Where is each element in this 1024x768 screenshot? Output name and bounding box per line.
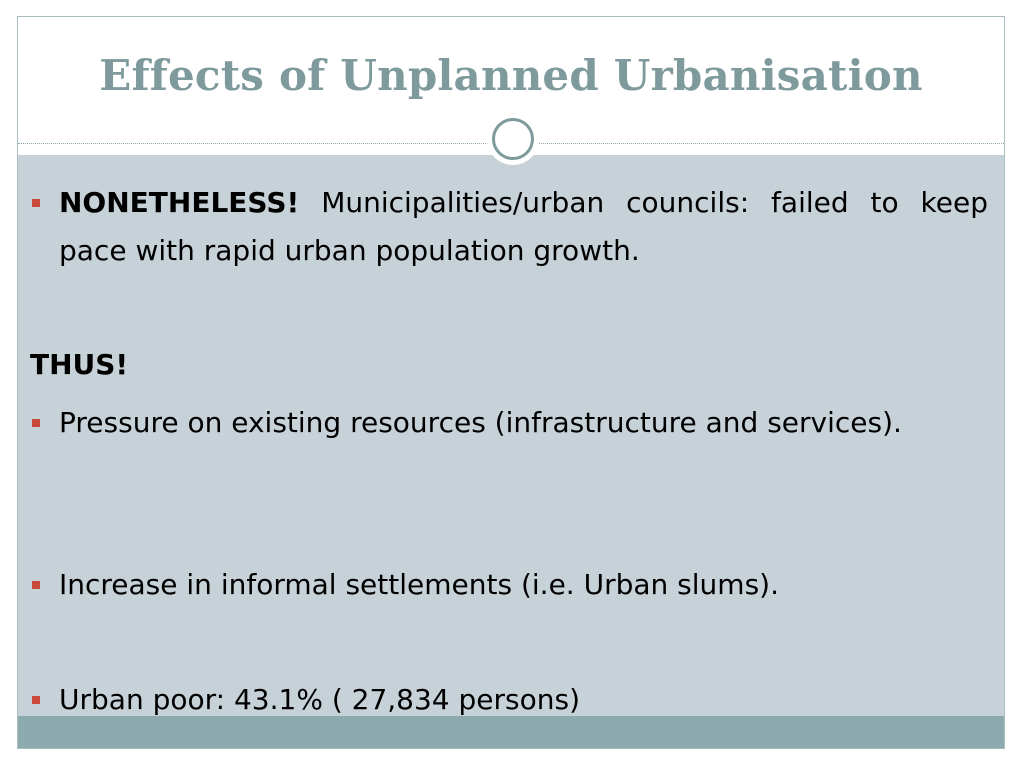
- footer-bar: [18, 716, 1004, 748]
- bullet-item-nonetheless: NONETHELESS! Municipalities/urban counci…: [30, 179, 988, 275]
- square-bullet-icon: [32, 581, 40, 589]
- bullet-item-urban-poor: Urban poor: 43.1% ( 27,834 persons): [30, 676, 988, 724]
- bullet-item-informal-settlements: Increase in informal settlements (i.e. U…: [30, 561, 988, 609]
- slide-title: Effects of Unplanned Urbanisation: [99, 51, 923, 100]
- square-bullet-icon: [32, 696, 40, 704]
- square-bullet-icon: [32, 199, 40, 207]
- ring-icon: [492, 118, 534, 160]
- slide-frame: Effects of Unplanned Urbanisation NONETH…: [17, 16, 1005, 749]
- bullet-text: Municipalities/urban councils: failed to…: [59, 186, 988, 267]
- bullet-text: Urban poor: 43.1% ( 27,834 persons): [59, 683, 581, 716]
- square-bullet-icon: [32, 419, 40, 427]
- bullet-text: Pressure on existing resources (infrastr…: [59, 406, 902, 439]
- circle-ornament-icon: [487, 113, 539, 165]
- bullet-text: Increase in informal settlements (i.e. U…: [59, 568, 779, 601]
- bullet-lead: NONETHELESS!: [59, 186, 300, 219]
- bullet-item-pressure: Pressure on existing resources (infrastr…: [30, 399, 988, 447]
- content-area: NONETHELESS! Municipalities/urban counci…: [18, 155, 1004, 716]
- subheading-thus: THUS!: [30, 348, 129, 381]
